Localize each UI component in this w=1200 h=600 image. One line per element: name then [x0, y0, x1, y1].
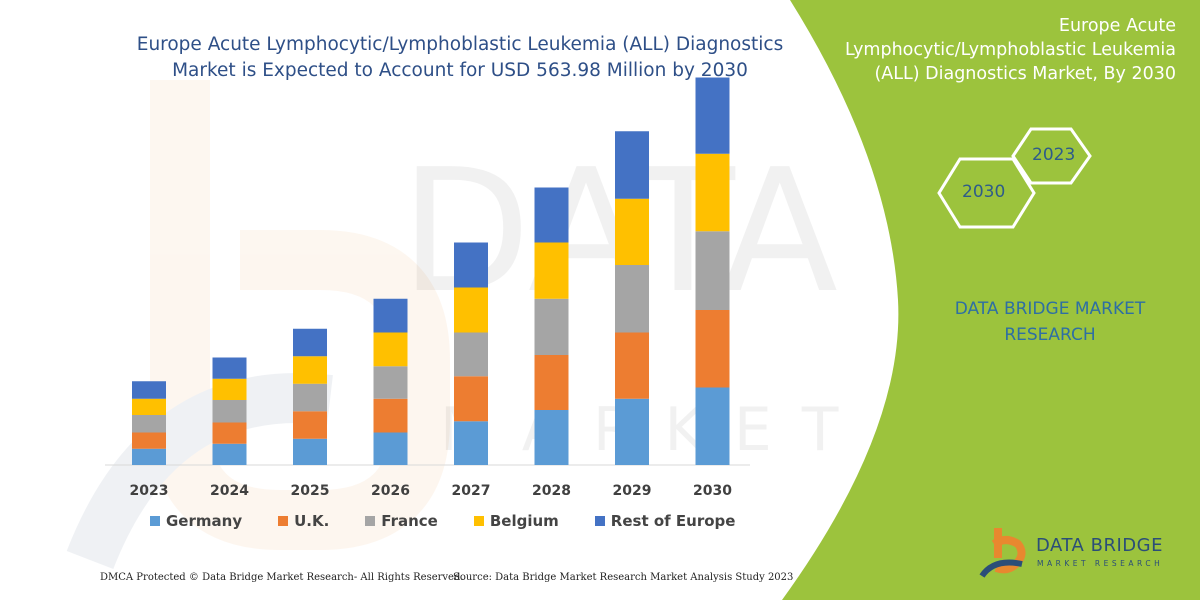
bar-segment-2025-rest-of-europe: [293, 328, 327, 357]
chart-title: Europe Acute Lymphocytic/Lymphoblastic L…: [136, 34, 784, 81]
bar-segment-2028-u-k-: [534, 355, 569, 410]
bar-segment-2027-france: [454, 332, 488, 377]
legend-item-belgium: Belgium: [473, 512, 559, 530]
legend-item-germany: Germany: [150, 512, 242, 530]
legend-item-rest-of-europe: Rest of Europe: [594, 512, 736, 530]
logo-mark-swoosh: [979, 559, 1023, 578]
brand-text: DATA BRIDGE MARKET RESEARCH: [930, 296, 1170, 348]
x-tick-label-2028: 2028: [532, 483, 571, 499]
bar-segment-2027-u-k-: [454, 376, 488, 422]
bar-segment-2029-u-k-: [615, 332, 649, 399]
bar-segment-2029-germany: [615, 398, 649, 465]
bar-segment-2024-belgium: [212, 378, 247, 400]
legend-label-germany: Germany: [166, 512, 243, 530]
brand-text-line2: RESEARCH: [1004, 325, 1096, 345]
bar-segment-2028-germany: [534, 410, 569, 465]
bar-segment-2025-belgium: [293, 356, 327, 384]
bar-segment-2024-rest-of-europe: [212, 357, 247, 379]
bar-segment-2030-germany: [695, 387, 730, 465]
logo-name: DATA BRIDGE: [1036, 535, 1163, 556]
bar-segment-2027-belgium: [454, 287, 488, 333]
stacked-bar-chart: 2023 2024 2025 2026 2027 2028 2029 2030: [105, 77, 750, 499]
bar-segment-2030-u-k-: [695, 310, 730, 388]
bar-segment-2030-france: [695, 231, 730, 310]
bar-segment-2026-rest-of-europe: [373, 298, 408, 333]
legend-label-france: France: [381, 512, 438, 530]
bar-segment-2025-germany: [293, 438, 327, 465]
legend-swatch-germany: [150, 516, 160, 526]
logo-mark: [979, 528, 1026, 578]
bar-segment-2029-belgium: [615, 198, 649, 265]
bar-segment-2023-u-k-: [132, 432, 166, 449]
bar-segment-2023-rest-of-europe: [132, 381, 166, 399]
hex-label-2023: 2023: [1032, 145, 1076, 165]
legend-label-uk: U.K.: [294, 512, 330, 530]
legend-swatch-rest-of-europe: [594, 516, 605, 526]
logo-mark-bowl: [991, 536, 1026, 574]
legend-swatch-uk: [278, 516, 289, 526]
bar-segment-2023-germany: [132, 448, 166, 465]
legend-item-uk: U.K.: [278, 512, 329, 530]
bar-segment-2030-rest-of-europe: [695, 77, 730, 154]
brand-text-line1: DATA BRIDGE MARKET: [954, 299, 1146, 319]
legend-label-belgium: Belgium: [489, 512, 559, 530]
panel-title: Europe Acute Lymphocytic/Lymphoblastic L…: [844, 16, 1176, 84]
bar-segment-2029-rest-of-europe: [615, 131, 649, 199]
bar-segment-2027-rest-of-europe: [454, 242, 488, 288]
bar-segment-2025-france: [293, 383, 327, 412]
x-tick-label-2029: 2029: [613, 483, 652, 499]
x-tick-label-2026: 2026: [371, 483, 410, 499]
legend-swatch-france: [365, 516, 376, 526]
bar-segment-2026-france: [373, 366, 408, 399]
bar-segment-2024-germany: [212, 443, 247, 465]
chart-legend: Germany U.K. France Belgium Rest of Euro…: [150, 512, 771, 530]
x-tick-label-2027: 2027: [452, 483, 491, 499]
hex-label-2030: 2030: [962, 182, 1006, 202]
bar-segment-2026-belgium: [373, 332, 408, 367]
logo-subtitle: MARKET RESEARCH: [1037, 559, 1164, 568]
footer-copyright: DMCA Protected © Data Bridge Market Rese…: [100, 572, 464, 583]
bar-segment-2026-u-k-: [373, 398, 408, 433]
logo-mark-stem: [994, 528, 1002, 558]
legend-item-france: France: [365, 512, 438, 530]
bar-segment-2029-france: [615, 265, 649, 333]
x-tick-label-2024: 2024: [210, 483, 249, 499]
bar-segment-2023-belgium: [132, 398, 166, 415]
bar-segment-2023-france: [132, 415, 166, 433]
x-tick-label-2023: 2023: [130, 483, 169, 499]
bar-segment-2028-rest-of-europe: [534, 187, 569, 243]
bar-segment-2025-u-k-: [293, 411, 327, 439]
x-tick-label-2025: 2025: [291, 483, 330, 499]
bar-segment-2028-france: [534, 298, 569, 355]
bar-segment-2024-u-k-: [212, 422, 247, 444]
bar-segment-2030-belgium: [695, 153, 730, 232]
x-tick-label-2030: 2030: [693, 483, 732, 499]
bar-segment-2026-germany: [373, 432, 408, 465]
legend-swatch-belgium: [473, 516, 484, 526]
bar-segment-2024-france: [212, 400, 247, 423]
bar-segment-2027-germany: [454, 421, 488, 465]
footer-source: Source: Data Bridge Market Research Mark…: [453, 572, 794, 583]
bar-segment-2028-belgium: [534, 242, 569, 299]
legend-label-rest-of-europe: Rest of Europe: [610, 512, 736, 530]
